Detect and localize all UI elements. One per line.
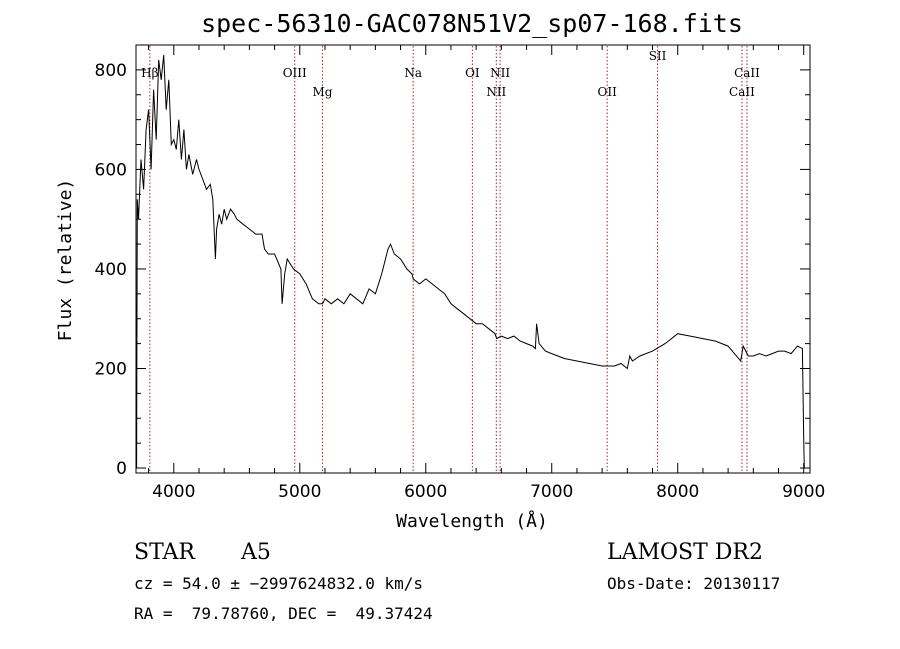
line-markers [149, 46, 748, 472]
plot-frame [135, 44, 811, 474]
line-label: Hβ [141, 66, 158, 80]
survey-name: LAMOST DR2 [607, 540, 763, 565]
line-label: OI [465, 66, 480, 80]
chart-title: spec-56310-GAC078N51V2_sp07-168.fits [201, 9, 743, 38]
object-class: STAR [134, 540, 195, 565]
x-tick-label: 7000 [530, 482, 573, 502]
x-ticks: 4000 5000 6000 7000 8000 9000 [148, 45, 825, 502]
redshift-text: cz = 54.0 ± −2997624832.0 km/s [134, 574, 423, 593]
y-tick-label: 0 [116, 459, 127, 479]
line-label: NII [490, 66, 510, 80]
line-label: Mg [312, 85, 332, 99]
y-axis-label: Flux (relative) [55, 179, 76, 342]
line-label: NII [486, 85, 506, 99]
line-label: SII [649, 49, 667, 63]
line-labels: Hβ OIII Mg Na OI NII NII OII SII CaII CaII [141, 49, 760, 99]
y-ticks: 0 200 400 600 800 [95, 61, 810, 479]
line-label: CaII [729, 85, 755, 99]
x-tick-label: 5000 [278, 482, 321, 502]
spectrum-line [136, 54, 805, 469]
x-tick-label: 6000 [404, 482, 447, 502]
x-tick-label: 9000 [782, 482, 825, 502]
y-tick-label: 400 [95, 260, 127, 280]
line-label: OIII [283, 66, 307, 80]
spectrum-series [136, 54, 805, 469]
x-tick-label: 4000 [152, 482, 195, 502]
x-axis-label: Wavelength (Å) [396, 510, 548, 532]
obs-date: Obs-Date: 20130117 [607, 574, 781, 593]
line-label: OII [598, 85, 618, 99]
object-subclass: A5 [241, 540, 271, 565]
line-label: Na [404, 66, 422, 80]
y-tick-label: 800 [95, 61, 127, 81]
y-tick-label: 200 [95, 359, 127, 379]
x-tick-label: 8000 [656, 482, 699, 502]
coordinates: RA = 79.78760, DEC = 49.37424 [134, 604, 433, 623]
y-tick-label: 600 [95, 160, 127, 180]
line-label: CaII [734, 66, 760, 80]
